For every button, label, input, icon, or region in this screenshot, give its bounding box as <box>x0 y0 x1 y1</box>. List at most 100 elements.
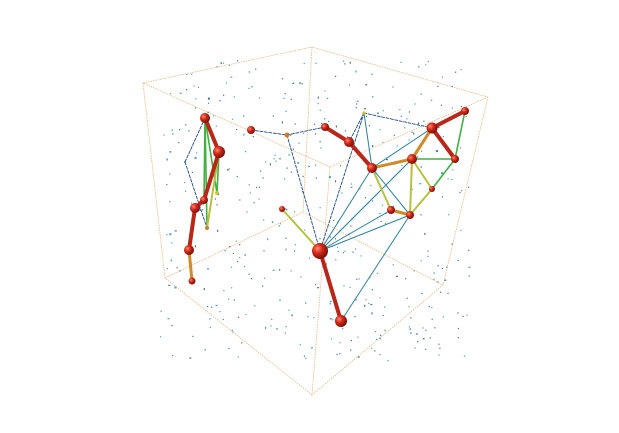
background-point <box>352 251 354 253</box>
background-point <box>271 318 273 320</box>
edge-V-M <box>363 112 433 129</box>
node-E <box>184 245 194 255</box>
background-point <box>194 157 197 159</box>
background-point <box>243 133 245 136</box>
edge-A-B <box>203 116 221 154</box>
background-point <box>460 229 462 231</box>
background-point <box>237 316 240 318</box>
background-point <box>327 120 330 122</box>
background-point <box>171 324 173 327</box>
background-point <box>255 186 258 189</box>
background-point <box>169 151 172 153</box>
background-point <box>174 230 177 232</box>
background-point <box>246 211 248 213</box>
background-point <box>400 61 402 63</box>
background-point <box>217 229 219 232</box>
background-point <box>424 232 426 235</box>
background-point <box>299 344 301 346</box>
background-point <box>460 106 463 108</box>
background-point <box>308 165 310 167</box>
background-point <box>374 331 377 333</box>
background-point <box>207 111 210 113</box>
box-edge <box>311 46 489 98</box>
background-point <box>223 290 225 292</box>
node-X <box>215 191 219 195</box>
background-point <box>197 86 200 88</box>
background-point <box>335 259 337 261</box>
background-point <box>360 255 362 257</box>
background-point <box>376 272 379 274</box>
edge-S-L <box>319 158 413 252</box>
edge-W-Y <box>184 161 208 229</box>
background-point <box>319 141 321 143</box>
background-point <box>317 103 319 105</box>
background-point <box>359 188 361 190</box>
background-point <box>252 136 254 138</box>
background-point <box>382 141 384 144</box>
background-point <box>243 266 246 268</box>
background-point <box>408 139 410 141</box>
background-point <box>350 339 352 342</box>
background-point <box>263 277 266 279</box>
background-point <box>315 284 317 286</box>
background-point <box>224 250 226 252</box>
background-point <box>176 267 178 269</box>
background-point <box>335 125 337 128</box>
background-point <box>437 85 439 87</box>
background-point <box>406 118 408 120</box>
background-point <box>371 289 373 291</box>
background-point <box>239 244 241 246</box>
background-point <box>335 75 337 77</box>
background-point <box>220 62 222 65</box>
background-point <box>421 150 423 152</box>
box-edge <box>142 82 166 279</box>
background-point <box>440 291 442 293</box>
node-J <box>344 137 354 147</box>
background-point <box>233 96 235 98</box>
background-point <box>174 286 177 289</box>
background-point <box>293 82 295 84</box>
background-point <box>303 355 305 357</box>
background-point <box>184 182 186 184</box>
edges <box>184 109 467 323</box>
background-point <box>290 98 292 100</box>
background-point <box>185 190 187 192</box>
background-point <box>278 225 280 227</box>
node-N <box>461 107 469 115</box>
background-point <box>279 299 281 301</box>
node-W <box>184 161 186 163</box>
background-point <box>329 236 331 238</box>
background-point <box>213 115 215 117</box>
background-point <box>422 327 424 329</box>
background-point <box>433 278 435 280</box>
background-point <box>178 142 180 144</box>
background-point <box>382 314 384 317</box>
background-point <box>244 254 246 256</box>
background-point <box>260 170 262 172</box>
background-point <box>386 159 388 161</box>
background-point <box>179 92 182 94</box>
background-point <box>343 60 345 62</box>
edge-B-C <box>202 150 221 202</box>
background-point <box>438 354 440 356</box>
background-point <box>275 160 277 162</box>
background-point <box>342 328 344 330</box>
background-point <box>382 110 384 112</box>
background-point <box>357 336 359 338</box>
bounding-box <box>142 46 489 396</box>
background-point <box>299 82 301 85</box>
background-point <box>370 184 372 187</box>
background-point <box>317 96 319 99</box>
background-point <box>222 318 224 321</box>
background-point <box>193 85 195 87</box>
box-edge <box>142 82 331 168</box>
background-point <box>379 213 381 215</box>
background-point <box>395 275 398 277</box>
background-point <box>463 355 466 357</box>
background-point <box>285 248 287 251</box>
background-point <box>414 103 416 105</box>
background-point <box>368 125 370 127</box>
background-point <box>245 313 247 316</box>
edge-V-J <box>348 112 365 143</box>
